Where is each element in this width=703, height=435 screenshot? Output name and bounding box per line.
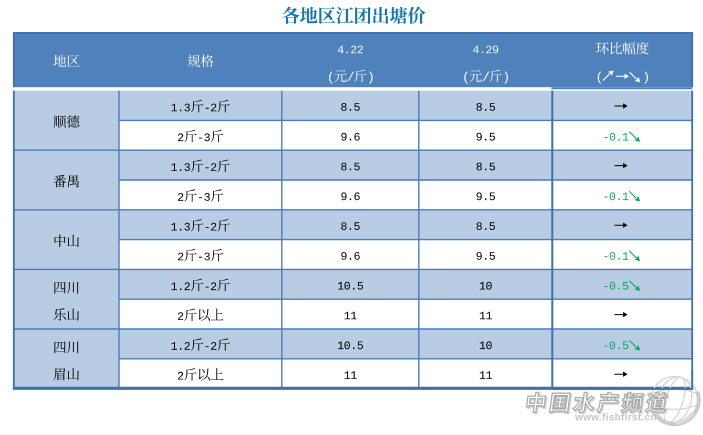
svg-text:www.fishfirst.cn: www.fishfirst.cn — [574, 413, 657, 424]
